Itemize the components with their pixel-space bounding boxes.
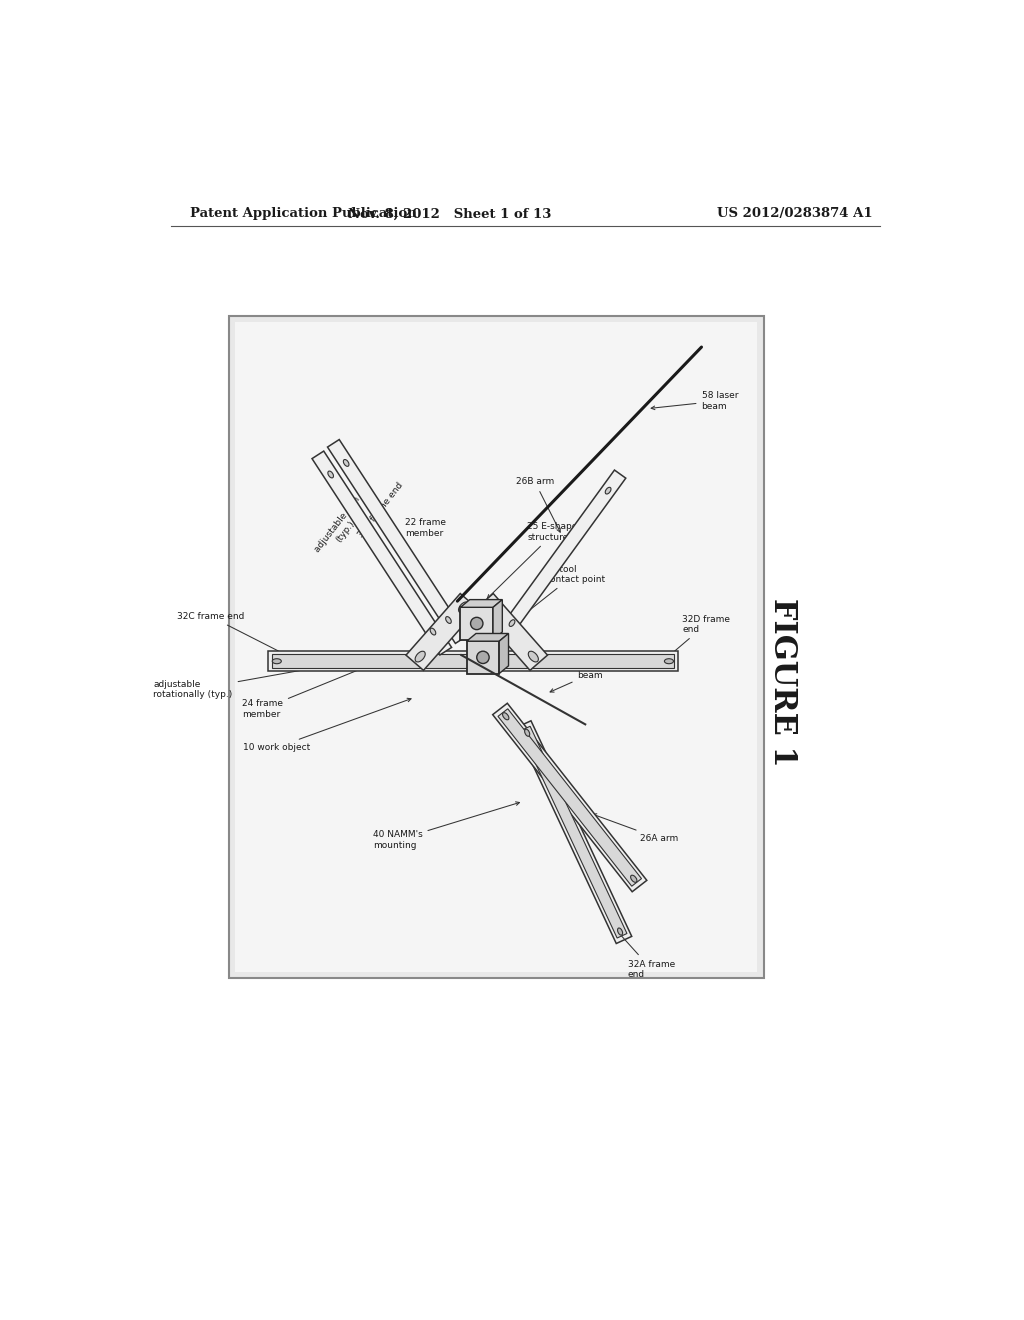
Text: adjustable arm
(typ.): adjustable arm (typ.) — [312, 495, 370, 561]
Ellipse shape — [503, 713, 509, 719]
FancyBboxPatch shape — [461, 607, 493, 640]
Ellipse shape — [524, 729, 529, 737]
Polygon shape — [498, 709, 641, 886]
Text: 32D frame
end: 32D frame end — [666, 615, 730, 659]
Polygon shape — [493, 599, 503, 640]
FancyBboxPatch shape — [228, 317, 764, 978]
Ellipse shape — [272, 659, 282, 664]
FancyBboxPatch shape — [234, 322, 758, 973]
Ellipse shape — [445, 616, 452, 623]
Ellipse shape — [605, 487, 611, 494]
Text: 56a laser
beam: 56a laser beam — [550, 661, 620, 692]
Ellipse shape — [328, 471, 334, 478]
Text: 24 frame
member: 24 frame member — [242, 664, 373, 718]
Polygon shape — [500, 634, 509, 673]
Ellipse shape — [528, 651, 539, 661]
Ellipse shape — [430, 628, 436, 635]
Polygon shape — [461, 599, 503, 607]
Polygon shape — [520, 726, 627, 939]
Text: 32C frame end: 32C frame end — [177, 612, 295, 660]
Ellipse shape — [665, 659, 674, 664]
FancyBboxPatch shape — [467, 642, 500, 673]
Polygon shape — [328, 440, 467, 643]
Polygon shape — [515, 721, 632, 944]
Text: 58 laser
beam: 58 laser beam — [651, 391, 738, 411]
Text: FIGURE 1: FIGURE 1 — [767, 598, 799, 767]
Ellipse shape — [485, 602, 495, 612]
Text: Patent Application Publication: Patent Application Publication — [190, 207, 417, 220]
Polygon shape — [267, 651, 678, 671]
Text: US 2012/0283874 A1: US 2012/0283874 A1 — [717, 207, 872, 220]
Ellipse shape — [631, 875, 637, 882]
Text: 32A frame
end: 32A frame end — [617, 932, 675, 979]
Ellipse shape — [459, 602, 469, 612]
Text: Nov. 8, 2012   Sheet 1 of 13: Nov. 8, 2012 Sheet 1 of 13 — [348, 207, 551, 220]
Polygon shape — [493, 704, 647, 892]
Text: 25 E-shaped
structure: 25 E-shaped structure — [487, 523, 584, 598]
Text: 32B frame end: 32B frame end — [356, 480, 406, 540]
Text: 80 tool
contact point: 80 tool contact point — [496, 565, 605, 638]
Polygon shape — [272, 655, 674, 668]
Polygon shape — [495, 470, 626, 644]
Circle shape — [471, 618, 483, 630]
Polygon shape — [406, 594, 478, 671]
Polygon shape — [467, 634, 509, 642]
Ellipse shape — [415, 651, 425, 661]
Text: adjustable
rotationally (typ.): adjustable rotationally (typ.) — [154, 667, 317, 700]
Polygon shape — [312, 451, 452, 655]
Ellipse shape — [509, 620, 515, 627]
Text: 40 NAMM's
mounting: 40 NAMM's mounting — [373, 801, 519, 850]
Text: 26B arm: 26B arm — [516, 478, 560, 532]
Ellipse shape — [617, 928, 623, 935]
Text: 10 work object: 10 work object — [243, 698, 411, 752]
Polygon shape — [476, 594, 548, 671]
Ellipse shape — [343, 459, 349, 466]
Circle shape — [477, 651, 489, 664]
Text: 22 frame
member: 22 frame member — [404, 519, 445, 537]
Text: 26A arm: 26A arm — [593, 814, 678, 842]
